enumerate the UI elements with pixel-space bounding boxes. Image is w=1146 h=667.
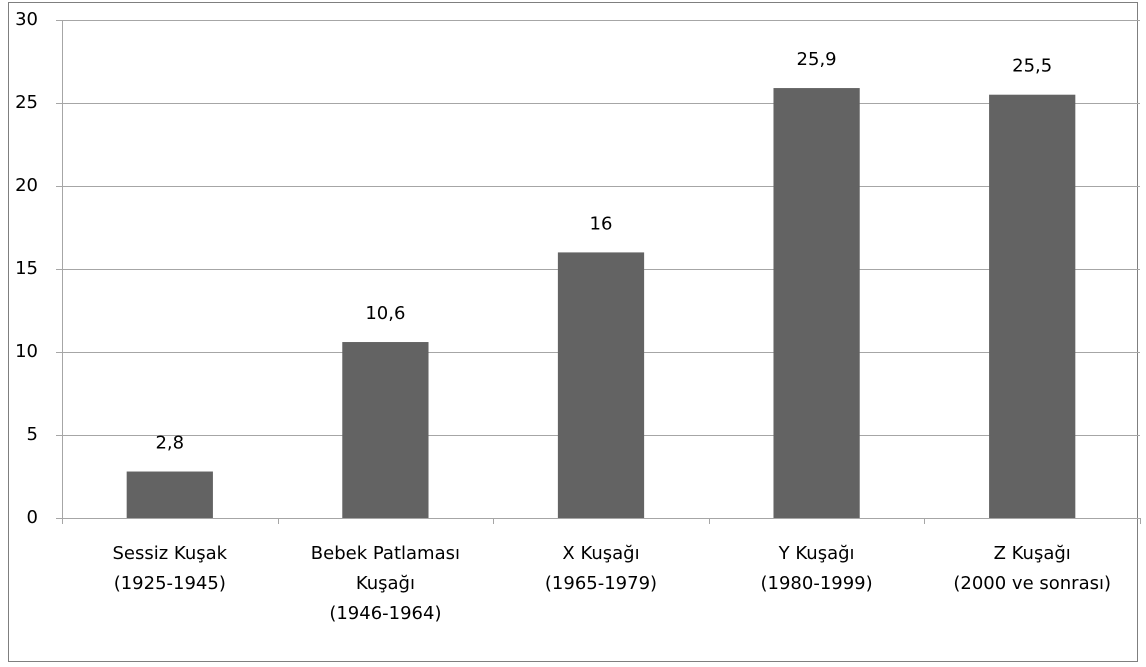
x-tick-label: Sessiz Kuşak [113,543,228,564]
y-tick-label: 10 [15,341,38,362]
data-label: 25,9 [797,49,837,70]
bar [126,471,213,518]
data-label: 25,5 [1012,56,1052,77]
x-tick-label: Bebek Patlaması [311,543,460,564]
data-label: 2,8 [155,433,184,454]
data-label: 10,6 [365,303,405,324]
x-tick-label: Z Kuşağı [994,543,1071,564]
data-label: 16 [590,213,613,234]
y-tick-label: 30 [15,9,38,30]
y-tick-label: 25 [15,92,38,113]
bar [773,88,860,518]
chart-border [8,2,1138,662]
bar [342,342,429,518]
x-tick-label: (1980-1999) [761,573,873,594]
bar [989,94,1076,518]
x-tick-label: X Kuşağı [562,543,639,564]
bar [557,252,645,518]
x-tick-label: Kuşağı [356,573,415,594]
x-tick-label: (1965-1979) [545,573,657,594]
y-tick-label: 15 [15,258,38,279]
x-tick-label: (1946-1964) [329,603,441,624]
y-tick-label: 5 [27,424,38,445]
x-tick-label: (1925-1945) [114,573,226,594]
x-tick-label: (2000 ve sonrası) [953,573,1111,594]
y-tick-label: 20 [15,175,38,196]
y-tick-label: 0 [27,507,38,528]
x-tick-label: Y Kuşağı [778,543,855,564]
